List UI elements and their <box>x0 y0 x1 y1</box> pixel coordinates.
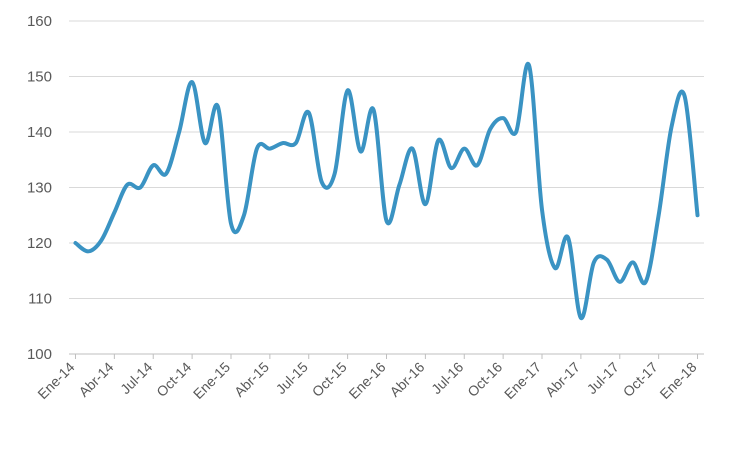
x-tick-label: Oct-16 <box>464 359 505 400</box>
x-tick-label: Jul-14 <box>117 359 155 397</box>
x-tick-label: Oct-17 <box>620 359 661 400</box>
x-tick-label: Abr-16 <box>386 359 427 400</box>
y-tick-label: 130 <box>27 180 52 197</box>
y-tick-label: 140 <box>27 124 52 141</box>
x-tick-label: Abr-15 <box>231 359 272 400</box>
x-tick-label: Ene-14 <box>34 359 77 402</box>
x-axis-tick-marks <box>74 354 699 359</box>
series-group <box>73 61 700 320</box>
x-tick-label: Ene-17 <box>501 359 544 402</box>
y-tick-label: 110 <box>28 291 52 308</box>
x-tick-label: Jul-17 <box>584 359 622 397</box>
x-tick-label: Oct-14 <box>153 359 194 400</box>
x-tick-label: Ene-18 <box>656 359 699 402</box>
x-tick-label: Oct-15 <box>309 359 350 400</box>
y-tick-label: 120 <box>27 235 52 252</box>
x-tick-label: Jul-15 <box>273 359 311 397</box>
x-tick-label: Abr-14 <box>75 359 116 400</box>
gridlines <box>69 20 704 299</box>
y-tick-label: 150 <box>27 69 52 86</box>
x-tick-label: Abr-17 <box>542 359 583 400</box>
x-tick-label: Ene-16 <box>345 359 388 402</box>
x-tick-label: Ene-15 <box>190 359 233 402</box>
y-axis-tick-labels: 100 110 120 130 140 150 160 <box>27 13 52 363</box>
series-line <box>73 61 700 320</box>
x-tick-label: Jul-16 <box>428 359 466 397</box>
y-tick-label: 100 <box>27 346 52 363</box>
y-tick-label: 160 <box>27 13 52 30</box>
